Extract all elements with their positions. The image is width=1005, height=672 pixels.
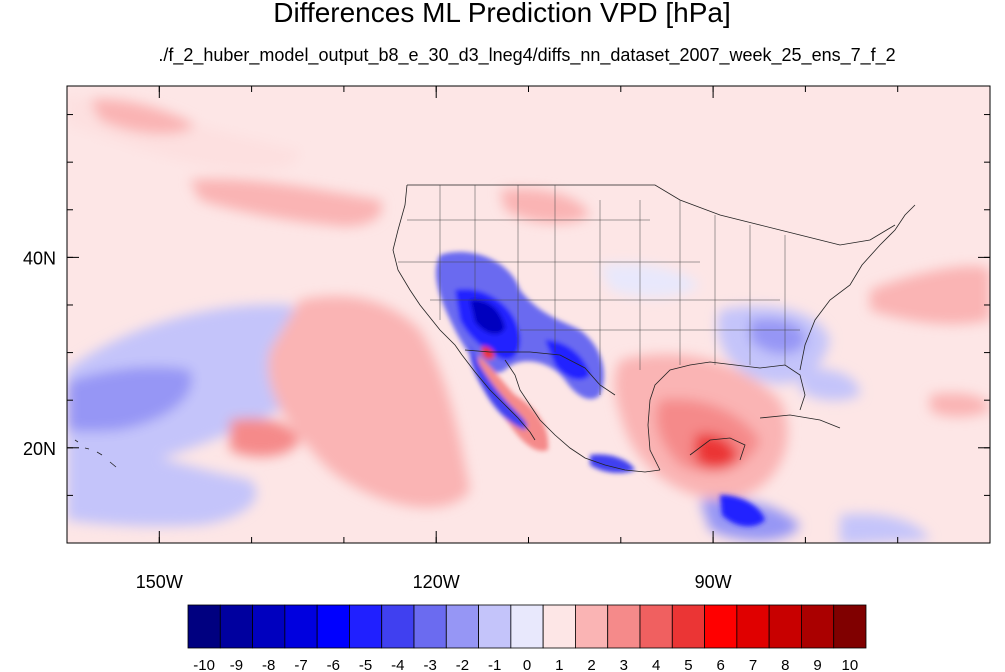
mexico-south-blue [590,454,635,473]
colorbar-label: -8 [262,657,275,672]
florida-blue [800,368,860,401]
core-regions [435,251,765,527]
map-title: Differences ML Prediction VPD [hPa] [273,0,731,28]
colorbar-label: 8 [781,657,789,672]
east-pacific-pink [268,296,470,508]
atlantic-pink-2 [930,393,990,417]
state-borders [398,185,800,395]
axis-ticks: 150W 120W 90W 40N 20N [23,86,991,592]
central-america-core [720,495,765,527]
caribbean-blue [840,513,930,543]
map-outlines [392,184,916,473]
colorbar-label: -6 [327,657,340,672]
atlantic-pink [870,266,990,325]
colorbar: -10 -9 -8 -7 -6 -5 -4 -3 -2 -1 0 1 2 3 4 5 6 7 8 9 10 [187,604,867,672]
vpd-field [67,86,990,543]
x-tick-label: 150W [136,572,183,592]
colorbar-swatch [704,604,738,649]
colorbar-swatch [349,604,383,649]
colorbar-label: -9 [230,657,243,672]
plains-pink [500,188,590,224]
southeast-blue [750,318,806,355]
colorbar-swatch [316,604,350,649]
pacific-blue [67,366,192,432]
colorbar-swatch [639,604,673,649]
colorbar-swatch [768,604,802,649]
colorbar-label: 0 [523,657,531,672]
us-west-coastline [392,184,463,356]
colorbar-swatch [671,604,705,649]
smooth-regions [67,95,990,543]
colorbar-swatch [607,604,641,649]
mexico-plateau-core [545,340,590,380]
pacific-south-blue [67,430,257,527]
colorbar-label: -5 [359,657,372,672]
colorbar-label: 6 [717,657,725,672]
colorbar-label: 4 [652,657,660,672]
canada-border [407,184,896,246]
colorbar-label: 3 [620,657,628,672]
colorbar-label: -7 [294,657,307,672]
colorbar-swatch [736,604,770,649]
yucatan-hotspot [695,433,738,469]
baja-red [478,355,549,451]
colorbar-label: -3 [423,657,436,672]
x-tick-label: 90W [695,572,732,592]
yucatan-coastline [689,437,746,461]
east-coastline [799,204,916,371]
colorbar-swatch [801,604,835,649]
colorbar-swatch [381,604,415,649]
cuba-coastline [759,414,841,429]
colorbar-label: 9 [813,657,821,672]
colorbar-swatch [252,604,286,649]
baja-hotspot [481,346,495,360]
colorbar-swatch [413,604,447,649]
colorbar-label: 1 [555,657,563,672]
colorbar-swatch [833,604,867,649]
colorbar-label: 2 [587,657,595,672]
baja-coastline [461,354,661,473]
y-tick-label: 40N [23,248,56,268]
colorbar-swatch [510,604,544,649]
southwest-deep [470,299,505,334]
nw-pink [90,99,195,135]
gulf-california-blue [469,345,527,430]
colorbar-swatch [542,604,576,649]
colorbar-label: 10 [842,657,859,672]
gulf-coastline [647,361,806,471]
colorbar-swatch [445,604,479,649]
colorbar-swatch [575,604,609,649]
north-pacific-pink [190,179,382,227]
colorbar-label: -10 [193,657,215,672]
colorbar-label: 7 [749,657,757,672]
x-tick-label: 120W [413,572,460,592]
pacific-light-blue [67,304,316,480]
colorbar-label: -1 [488,657,501,672]
colorbar-swatch [219,604,253,649]
central-light-blue [600,263,700,297]
map-subtitle: ./f_2_huber_model_output_b8_e_30_d3_lneg… [158,45,895,66]
colorbar-swatch [478,604,512,649]
colorbar-label: 5 [684,657,692,672]
y-tick-label: 20N [23,439,56,459]
colorbar-swatch [187,604,221,649]
colorbar-label: -2 [456,657,469,672]
hawaii-islands [74,439,117,468]
east-pacific-red [230,418,300,457]
colorbar-swatch [284,604,318,649]
colorbar-label: -4 [391,657,404,672]
